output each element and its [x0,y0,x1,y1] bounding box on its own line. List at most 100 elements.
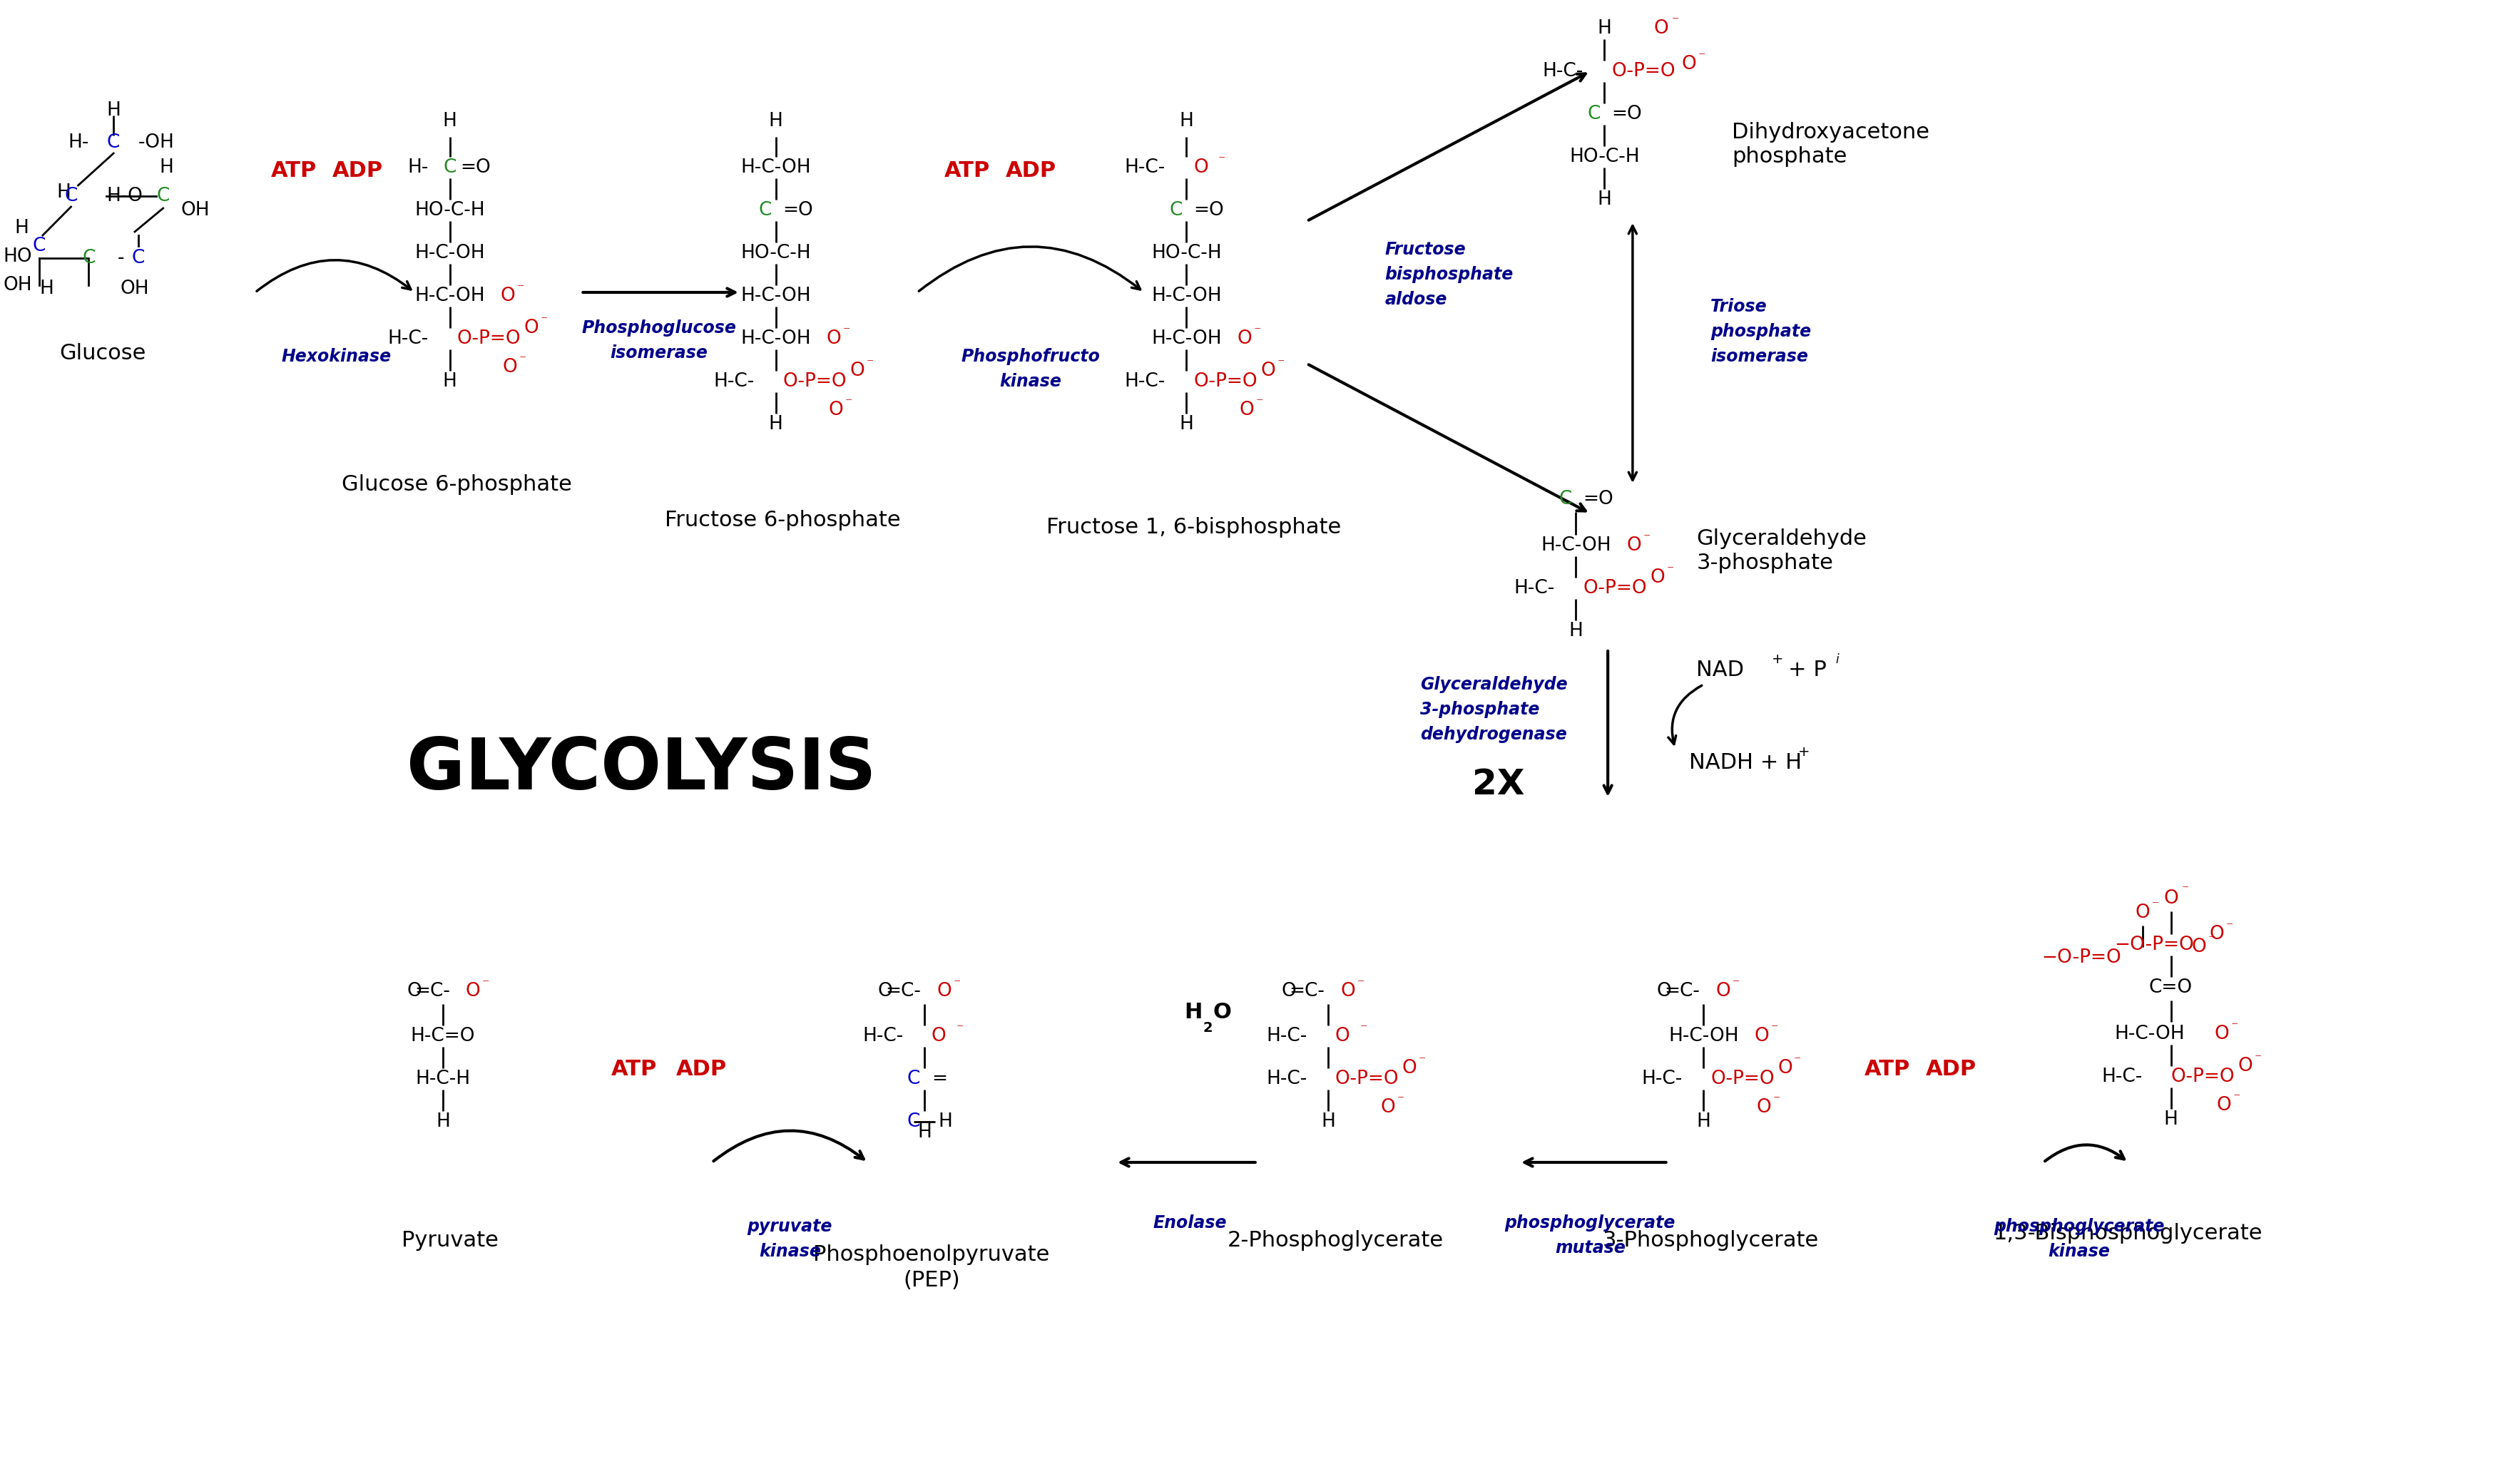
Text: ⁻: ⁻ [2182,883,2190,896]
Text: O: O [827,330,842,348]
Text: HO-C-H: HO-C-H [1570,147,1641,167]
Text: H: H [159,158,174,177]
Text: O: O [2165,889,2177,908]
Text: O: O [1341,982,1356,1001]
Text: H: H [1179,112,1194,131]
Text: C: C [83,249,96,267]
Text: phosphate: phosphate [1731,146,1847,167]
Text: O: O [2238,1057,2253,1076]
Text: Fructose 1, 6-bisphosphate: Fructose 1, 6-bisphosphate [1046,517,1341,538]
Text: =: = [932,1070,948,1088]
Text: ATP: ATP [272,161,318,181]
Text: C: C [1588,105,1600,124]
Text: O: O [1653,19,1668,38]
Text: H: H [1570,622,1583,640]
Text: ADP: ADP [1925,1060,1976,1080]
Text: Glyceraldehyde: Glyceraldehyde [1421,677,1567,693]
Text: ADP: ADP [333,161,383,181]
Text: H: H [769,112,784,131]
Text: ⁻: ⁻ [481,977,489,991]
Text: =O: =O [784,200,814,220]
Text: ⁻: ⁻ [844,397,852,410]
Text: isomerase: isomerase [610,345,708,361]
Text: ⁻: ⁻ [1731,977,1739,991]
Text: O: O [1336,1027,1351,1045]
Text: ⁻: ⁻ [517,282,524,296]
Text: H: H [1320,1113,1336,1131]
Text: Pyruvate: Pyruvate [401,1231,499,1251]
Text: H-C-OH: H-C-OH [741,158,811,177]
Text: H: H [15,220,28,237]
Text: O: O [2215,1024,2230,1044]
Text: Glucose 6-phosphate: Glucose 6-phosphate [343,475,572,495]
Text: O-P=O: O-P=O [784,373,847,391]
Text: C: C [444,158,456,177]
Text: ⁻: ⁻ [1356,977,1363,991]
Text: H-C-OH: H-C-OH [1668,1027,1739,1045]
Text: H-C-OH: H-C-OH [1540,537,1610,554]
Text: O: O [1260,361,1275,380]
Text: OH: OH [121,280,149,298]
Text: ⁻: ⁻ [1671,15,1678,28]
Text: H: H [436,1113,451,1131]
Text: ⁻: ⁻ [519,354,527,367]
Text: H-: H- [68,133,88,152]
Text: ⁻: ⁻ [1772,1094,1779,1107]
Text: Glucose: Glucose [60,342,146,363]
Text: Phosphoenolpyruvate: Phosphoenolpyruvate [814,1244,1051,1265]
Text: O: O [1283,982,1295,1001]
Text: C: C [1169,200,1182,220]
Text: H-C-H: H-C-H [416,1070,471,1088]
Text: (PEP): (PEP) [902,1269,960,1290]
Text: Enolase: Enolase [1154,1215,1227,1232]
Text: O: O [2192,937,2208,957]
Text: C: C [907,1070,920,1088]
Text: O: O [849,361,864,380]
Text: HO-C-H: HO-C-H [741,243,811,262]
Text: isomerase: isomerase [1711,348,1809,366]
Text: Glyceraldehyde: Glyceraldehyde [1696,528,1867,548]
Text: ⁻: ⁻ [1361,1023,1368,1036]
Text: HO-C-H: HO-C-H [416,200,484,220]
Text: −O-P=O: −O-P=O [2114,936,2195,954]
Text: H-C-: H-C- [862,1027,902,1045]
Text: H-C-: H-C- [1265,1070,1308,1088]
Text: O: O [1381,1098,1396,1117]
Text: O: O [932,1027,948,1045]
Text: H: H [1598,19,1610,38]
Text: H: H [917,1123,932,1142]
Text: H: H [1598,190,1610,209]
Text: Phosphofructo: Phosphofructo [960,348,1101,366]
Text: H-C-OH: H-C-OH [1152,286,1222,305]
Text: mutase: mutase [1555,1240,1625,1256]
Text: 2: 2 [1202,1021,1212,1035]
Text: HO-C-H: HO-C-H [1152,243,1222,262]
Text: ⁻: ⁻ [1419,1054,1426,1067]
Text: =C-: =C- [413,982,451,1001]
Text: ⁻: ⁻ [1278,357,1285,370]
Text: Fructose 6-phosphate: Fructose 6-phosphate [665,510,900,531]
Text: O: O [408,982,421,1001]
Text: O: O [1237,330,1252,348]
Text: ATP: ATP [612,1060,658,1080]
Text: NADH + H: NADH + H [1688,753,1802,774]
Text: kinase: kinase [2049,1243,2109,1260]
Text: NAD: NAD [1696,660,1744,681]
Text: ⁻: ⁻ [1794,1054,1802,1067]
Text: kinase: kinase [759,1243,822,1260]
Text: O: O [1212,1002,1232,1023]
Text: O: O [1651,569,1666,587]
Text: OH: OH [181,200,209,220]
Text: H: H [40,280,53,298]
Text: H-C-: H-C- [2102,1067,2142,1086]
Text: O-P=O: O-P=O [1194,373,1257,391]
Text: O: O [2218,1097,2230,1114]
Text: H: H [769,416,784,433]
Text: ⁻: ⁻ [1698,50,1706,63]
Text: ⁻: ⁻ [1772,1023,1779,1036]
Text: OH: OH [3,276,33,295]
Text: O: O [2134,904,2150,923]
Text: +: + [1772,653,1784,666]
Text: H-C-OH: H-C-OH [741,330,811,348]
Text: O-P=O: O-P=O [1610,62,1676,81]
